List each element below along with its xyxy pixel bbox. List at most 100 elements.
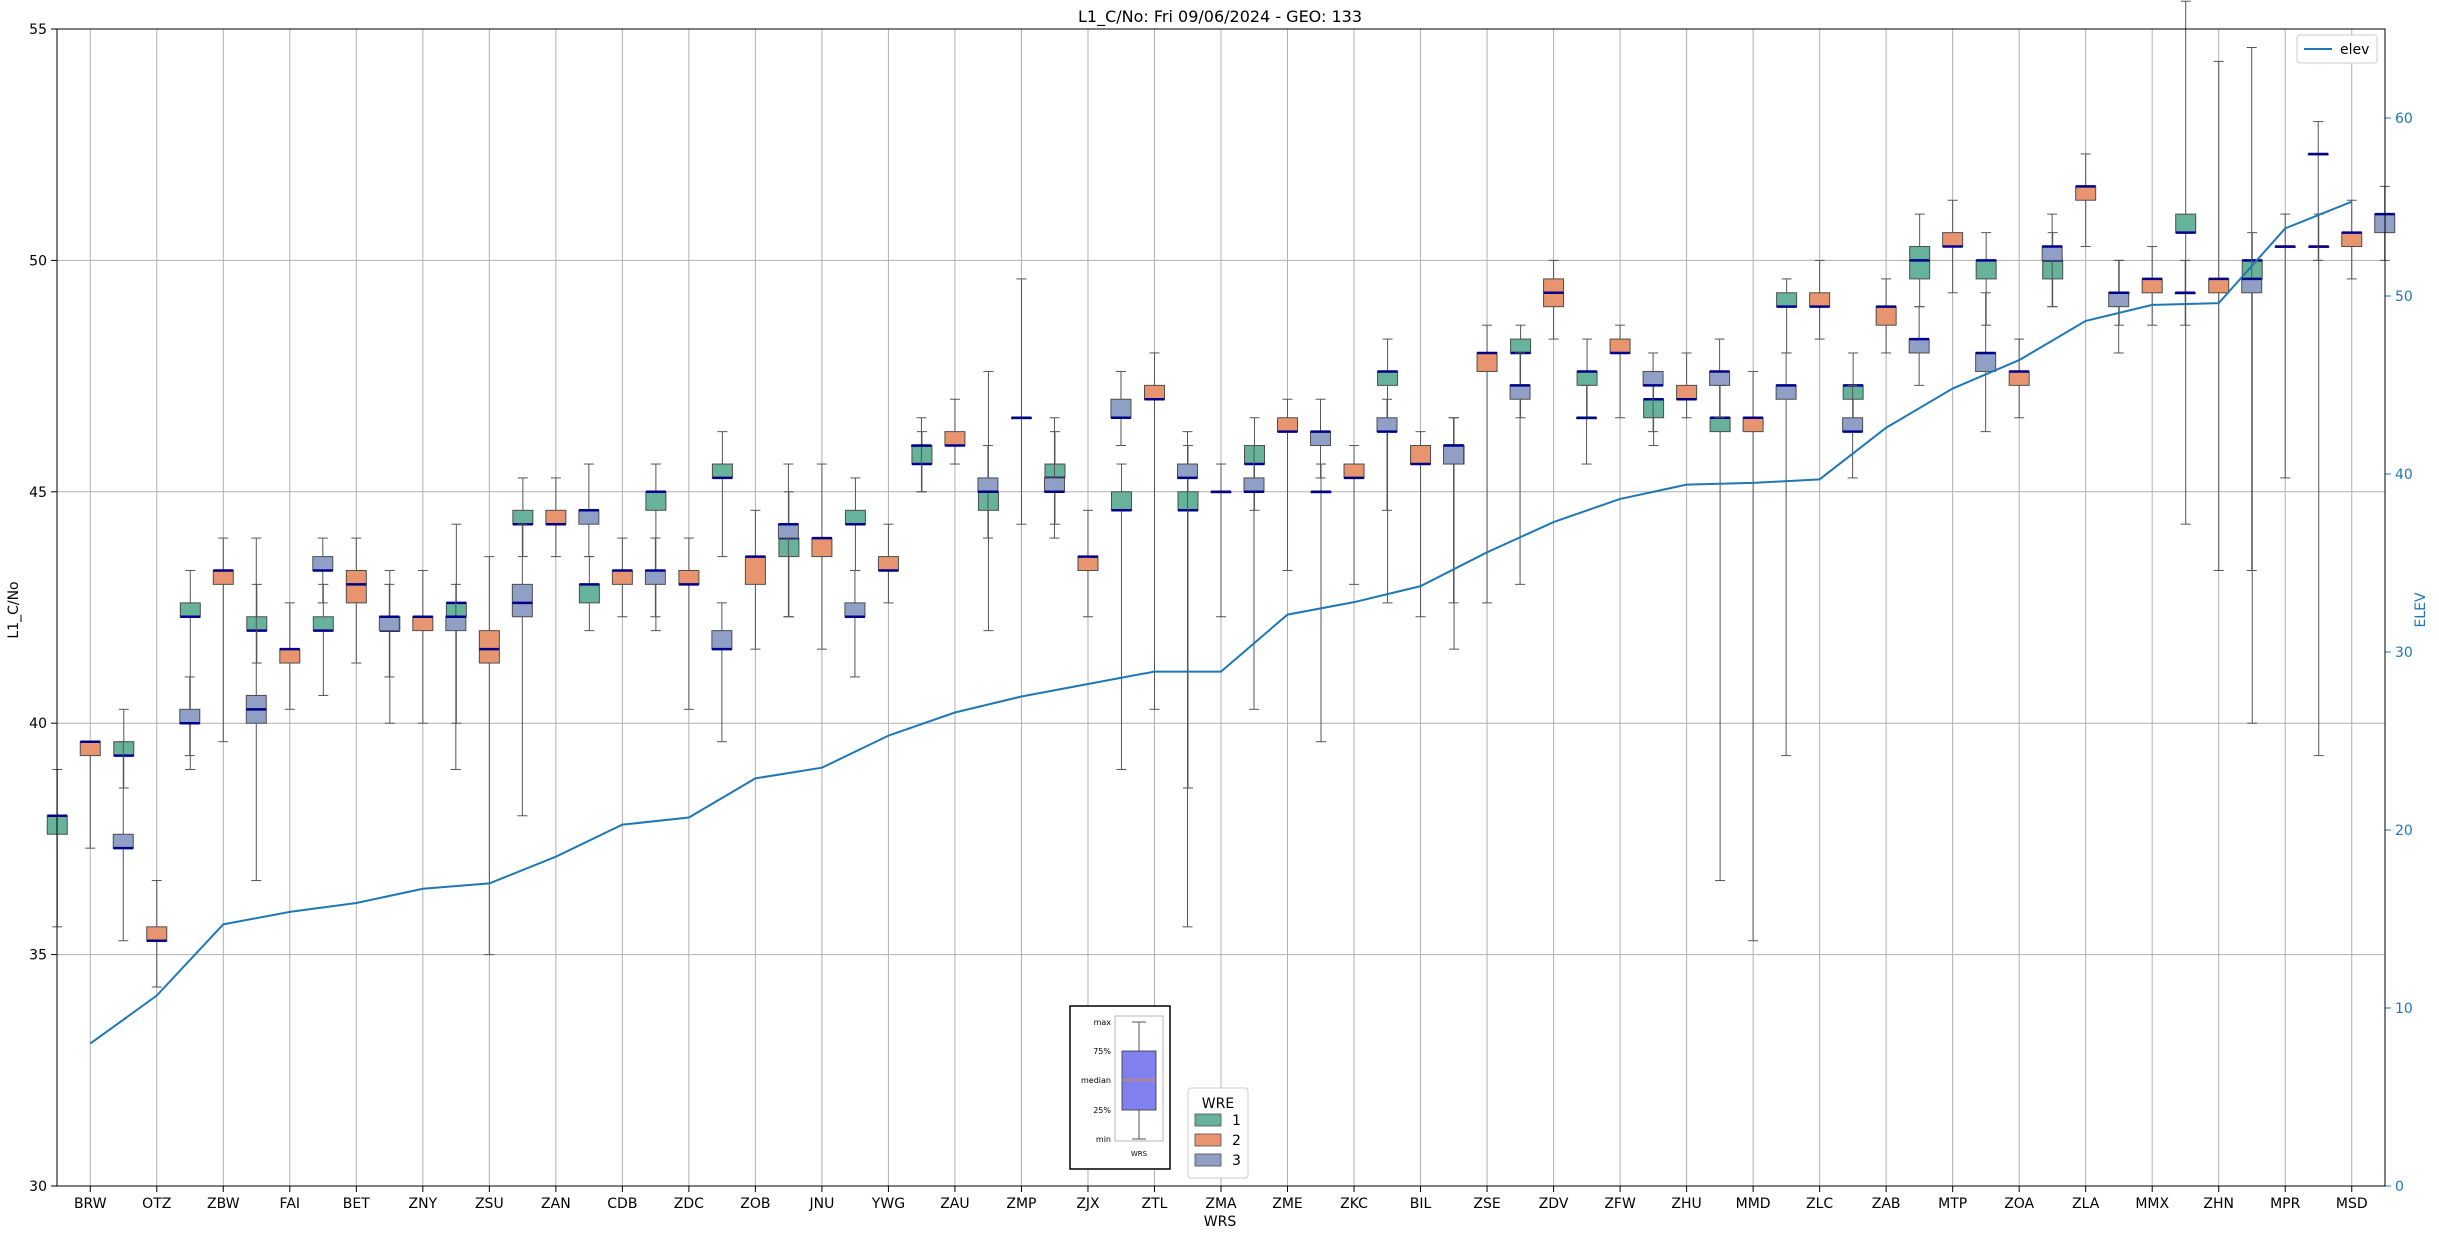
box-wre-3 xyxy=(1043,417,1065,539)
box-wre-2 xyxy=(2008,338,2030,419)
box-wre-2 xyxy=(1010,278,1032,525)
box-iqr xyxy=(1742,417,1764,433)
box-iqr xyxy=(1277,417,1299,433)
box-wre-1 xyxy=(1975,232,1997,326)
y-right-tick-label: 30 xyxy=(2395,645,2413,661)
box-wre-2 xyxy=(678,537,700,710)
box-wre-3 xyxy=(2174,259,2196,326)
box-iqr xyxy=(1476,352,1498,372)
box-wre-2 xyxy=(1543,259,1565,340)
x-tick-label: ZHU xyxy=(1671,1196,1701,1212)
y-right-tick-label: 60 xyxy=(2395,111,2413,127)
box-wre-2 xyxy=(1609,324,1631,419)
box-wre-2 xyxy=(1676,352,1698,419)
box-wre-2 xyxy=(1809,259,1831,340)
key-label: max xyxy=(1094,1018,1112,1027)
box-wre-1 xyxy=(113,708,135,789)
box-wre-2 xyxy=(2141,246,2163,326)
box-wre-3 xyxy=(644,537,666,618)
x-tick-label: ZAN xyxy=(541,1196,571,1212)
box-iqr xyxy=(1177,491,1199,511)
x-tick-label: BIL xyxy=(1410,1196,1432,1212)
box-wre-1 xyxy=(1709,384,1731,882)
box-wre-3 xyxy=(2307,121,2329,261)
box-iqr xyxy=(378,616,400,632)
box-wre-1 xyxy=(1110,463,1132,770)
box-wre-3 xyxy=(378,583,400,678)
box-wre-2 xyxy=(412,569,434,724)
box-iqr xyxy=(1143,384,1165,400)
box-iqr xyxy=(1842,384,1864,400)
box-iqr xyxy=(1709,417,1731,433)
wre-legend-label: 3 xyxy=(1232,1153,1241,1169)
box-iqr xyxy=(1908,338,1930,354)
box-wre-1 xyxy=(179,569,201,770)
box-wre-2 xyxy=(1077,509,1099,618)
box-iqr xyxy=(179,602,201,618)
box-wre-3 xyxy=(1842,384,1864,479)
wre-legend-label: 1 xyxy=(1232,1113,1241,1129)
key-label: 75% xyxy=(1093,1047,1111,1056)
x-tick-label: MMX xyxy=(2135,1196,2169,1212)
box-iqr xyxy=(2241,259,2263,280)
box-wre-3 xyxy=(977,445,999,539)
box-wre-2 xyxy=(345,537,367,664)
y-tick-label: 55 xyxy=(29,22,47,38)
key-label: 25% xyxy=(1093,1106,1111,1115)
box-wre-1 xyxy=(1643,370,1665,447)
box-iqr xyxy=(1376,417,1398,433)
box-iqr xyxy=(1642,370,1664,386)
box-wre-3 xyxy=(1176,431,1198,928)
box-iqr xyxy=(844,509,866,525)
y-tick-label: 30 xyxy=(29,1179,47,1195)
box-wre-2 xyxy=(944,398,966,465)
box-wre-2 xyxy=(1742,370,1764,942)
box-wre-2 xyxy=(1410,431,1432,618)
x-tick-label: ZOB xyxy=(740,1196,770,1212)
x-tick-label: ZAB xyxy=(1872,1196,1901,1212)
x-tick-label: YWG xyxy=(871,1196,905,1212)
y-right-tick-label: 40 xyxy=(2395,467,2413,483)
box-iqr xyxy=(977,477,999,493)
boxplot-key-inset: max 75% median 25% min WRS xyxy=(1069,1005,1171,1170)
box-wre-3 xyxy=(2041,213,2063,308)
box-iqr xyxy=(711,463,733,479)
box-iqr xyxy=(445,602,467,618)
y-tick-label: 45 xyxy=(29,485,47,501)
box-iqr xyxy=(212,569,234,585)
box-wre-1 xyxy=(2175,0,2197,525)
box-iqr xyxy=(1909,246,1931,280)
x-tick-label: ZBW xyxy=(207,1196,240,1212)
elev-legend-frame xyxy=(2296,34,2378,64)
box-wre-2 xyxy=(811,463,833,650)
box-iqr xyxy=(678,569,700,585)
x-tick-label: ZNY xyxy=(409,1196,438,1212)
box-wre-2 xyxy=(2341,199,2363,280)
axes-frame xyxy=(56,28,2386,1187)
box-iqr xyxy=(744,556,766,585)
x-tick-label: ZOA xyxy=(2004,1196,2034,1212)
y-right-tick-label: 0 xyxy=(2395,1179,2404,1195)
y-right-tick-label: 20 xyxy=(2395,823,2413,839)
wre-legend-swatch xyxy=(1194,1153,1222,1167)
box-wre-3 xyxy=(1243,445,1265,710)
box-iqr xyxy=(1975,259,1997,280)
box-iqr xyxy=(777,523,799,539)
box-iqr xyxy=(79,741,101,757)
x-tick-label: ZSU xyxy=(475,1196,504,1212)
x-tick-label: BET xyxy=(343,1196,370,1212)
y-tick-label: 50 xyxy=(29,253,47,269)
box-wre-3 xyxy=(844,569,866,678)
box-wre-3 xyxy=(1642,352,1664,433)
x-tick-label: MSD xyxy=(2336,1196,2368,1212)
box-iqr xyxy=(1110,398,1132,419)
box-iqr xyxy=(2041,246,2063,261)
elev-legend-label: elev xyxy=(2340,42,2369,58)
y-right-tick-label: 10 xyxy=(2395,1001,2413,1017)
x-tick-label: ZSE xyxy=(1473,1196,1500,1212)
x-tick-label: FAI xyxy=(280,1196,300,1212)
box-wre-2 xyxy=(2208,60,2230,571)
box-iqr xyxy=(844,602,866,618)
